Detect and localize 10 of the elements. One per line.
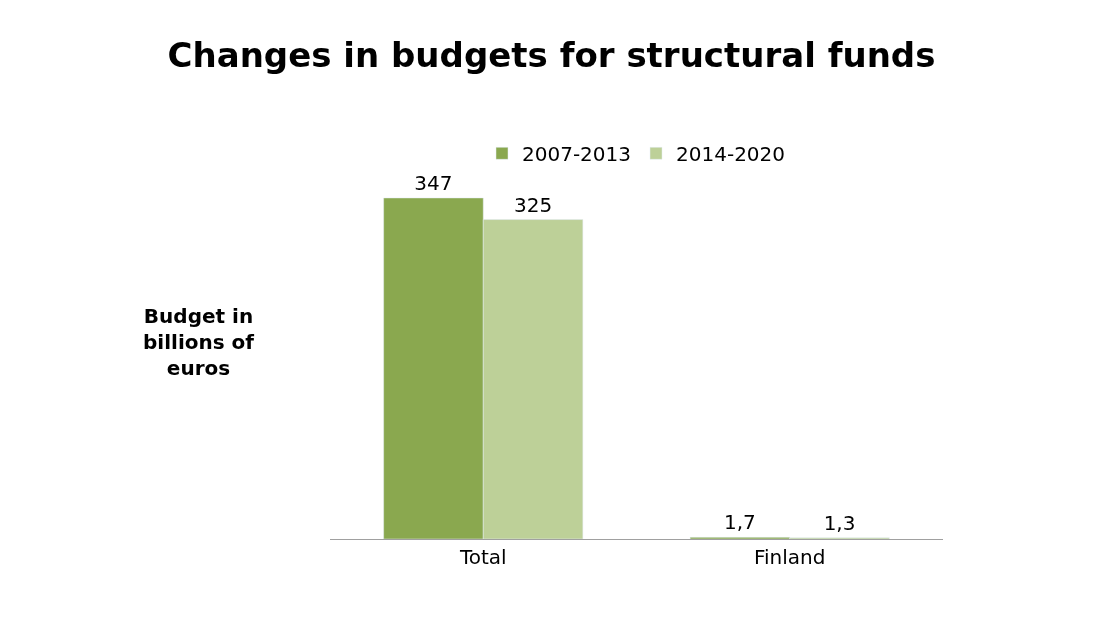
chart-title: Changes in budgets for structural funds (167, 35, 936, 76)
x-tick-label: Total (458, 545, 507, 569)
data-label: 1,3 (823, 510, 856, 535)
data-label: 347 (414, 170, 453, 195)
data-label: 1,7 (724, 510, 756, 535)
legend-label: 2007-2013 (522, 142, 632, 167)
x-tick-label: Finland (754, 545, 826, 569)
legend-label: 2014-2020 (676, 142, 786, 167)
y-axis-title: Budget in billions of euros (143, 304, 255, 380)
data-label: 325 (513, 192, 553, 217)
